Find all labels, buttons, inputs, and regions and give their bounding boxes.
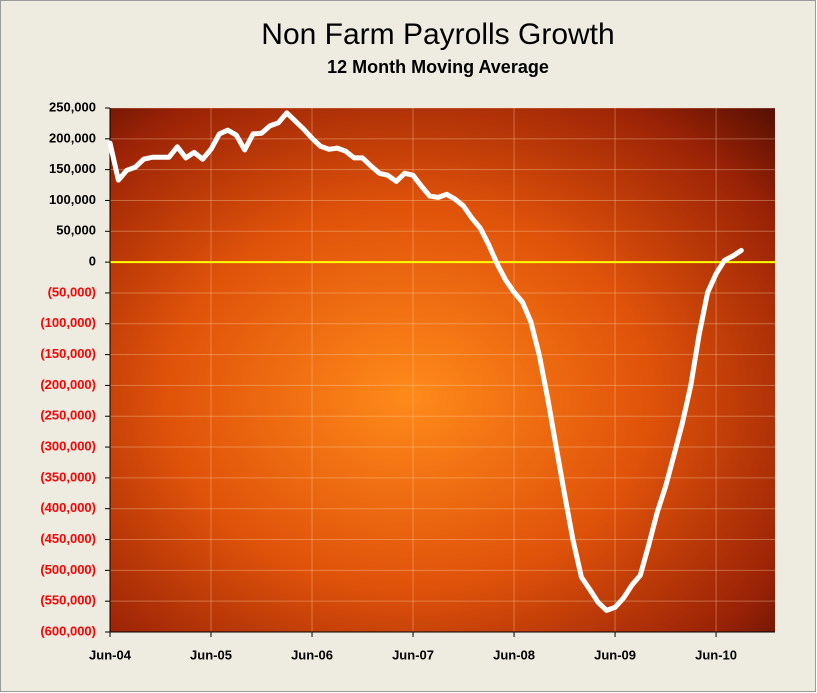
y-tick-label: (600,000) (40, 623, 96, 638)
y-tick-label: 150,000 (49, 161, 96, 176)
x-tick-label: Jun-04 (89, 647, 132, 662)
x-tick-label: Jun-07 (392, 647, 434, 662)
x-tick-label: Jun-09 (594, 647, 636, 662)
chart-subtitle: 12 Month Moving Average (327, 57, 549, 77)
y-tick-label: (250,000) (40, 408, 96, 423)
y-tick-label: 0 (89, 254, 96, 269)
y-tick-label: (150,000) (40, 346, 96, 361)
series-line (107, 110, 744, 613)
y-tick-label: (550,000) (40, 593, 96, 608)
y-tick-label: 100,000 (49, 192, 96, 207)
chart-title: Non Farm Payrolls Growth (261, 18, 614, 51)
x-tick-label: Jun-06 (291, 647, 333, 662)
y-tick-label: (200,000) (40, 377, 96, 392)
x-tick-label: Jun-10 (695, 647, 737, 662)
x-tick-label: Jun-05 (190, 647, 232, 662)
y-tick-label: 250,000 (49, 99, 96, 114)
y-tick-label: 50,000 (56, 223, 96, 238)
y-tick-label: (300,000) (40, 438, 96, 453)
y-tick-label: (100,000) (40, 315, 96, 330)
x-tick-label: Jun-08 (493, 647, 535, 662)
y-tick-label: 200,000 (49, 130, 96, 145)
y-tick-label: (500,000) (40, 562, 96, 577)
y-tick-label: (400,000) (40, 500, 96, 515)
y-tick-label: (350,000) (40, 469, 96, 484)
y-tick-label: (50,000) (48, 284, 96, 299)
y-tick-label: (450,000) (40, 531, 96, 546)
plot-area (110, 108, 775, 632)
